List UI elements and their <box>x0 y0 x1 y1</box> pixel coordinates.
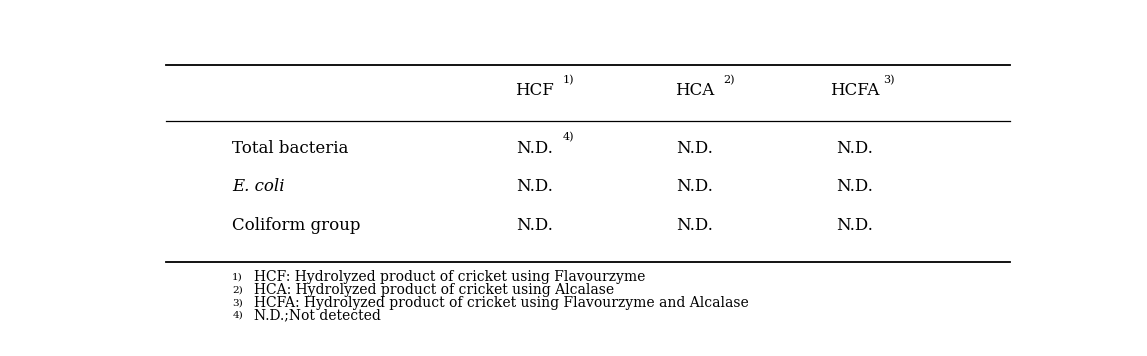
Text: N.D.: N.D. <box>836 216 873 234</box>
Text: HCA: Hydrolyzed product of cricket using Alcalase: HCA: Hydrolyzed product of cricket using… <box>253 283 614 297</box>
Text: N.D.: N.D. <box>676 178 713 195</box>
Text: 1): 1) <box>563 74 575 85</box>
Text: 2): 2) <box>232 286 243 294</box>
Text: 2): 2) <box>723 74 734 85</box>
Text: HCFA: HCFA <box>829 82 880 99</box>
Text: E. coli: E. coli <box>232 178 284 195</box>
Text: N.D.: N.D. <box>516 140 553 157</box>
Text: 4): 4) <box>563 132 575 142</box>
Text: Total bacteria: Total bacteria <box>232 140 349 157</box>
Text: HCF: HCF <box>515 82 554 99</box>
Text: N.D.: N.D. <box>516 216 553 234</box>
Text: HCFA: Hydrolyzed product of cricket using Flavourzyme and Alcalase: HCFA: Hydrolyzed product of cricket usin… <box>253 295 748 310</box>
Text: N.D.: N.D. <box>516 178 553 195</box>
Text: 3): 3) <box>232 298 243 307</box>
Text: N.D.: N.D. <box>676 140 713 157</box>
Text: N.D.;Not detected: N.D.;Not detected <box>253 308 381 322</box>
Text: N.D.: N.D. <box>836 178 873 195</box>
Text: HCF: Hydrolyzed product of cricket using Flavourzyme: HCF: Hydrolyzed product of cricket using… <box>253 270 645 284</box>
Text: 3): 3) <box>883 74 895 85</box>
Text: 1): 1) <box>232 273 243 282</box>
Text: 4): 4) <box>232 311 243 320</box>
Text: N.D.: N.D. <box>836 140 873 157</box>
Text: Coliform group: Coliform group <box>232 216 361 234</box>
Text: HCA: HCA <box>674 82 715 99</box>
Text: N.D.: N.D. <box>676 216 713 234</box>
